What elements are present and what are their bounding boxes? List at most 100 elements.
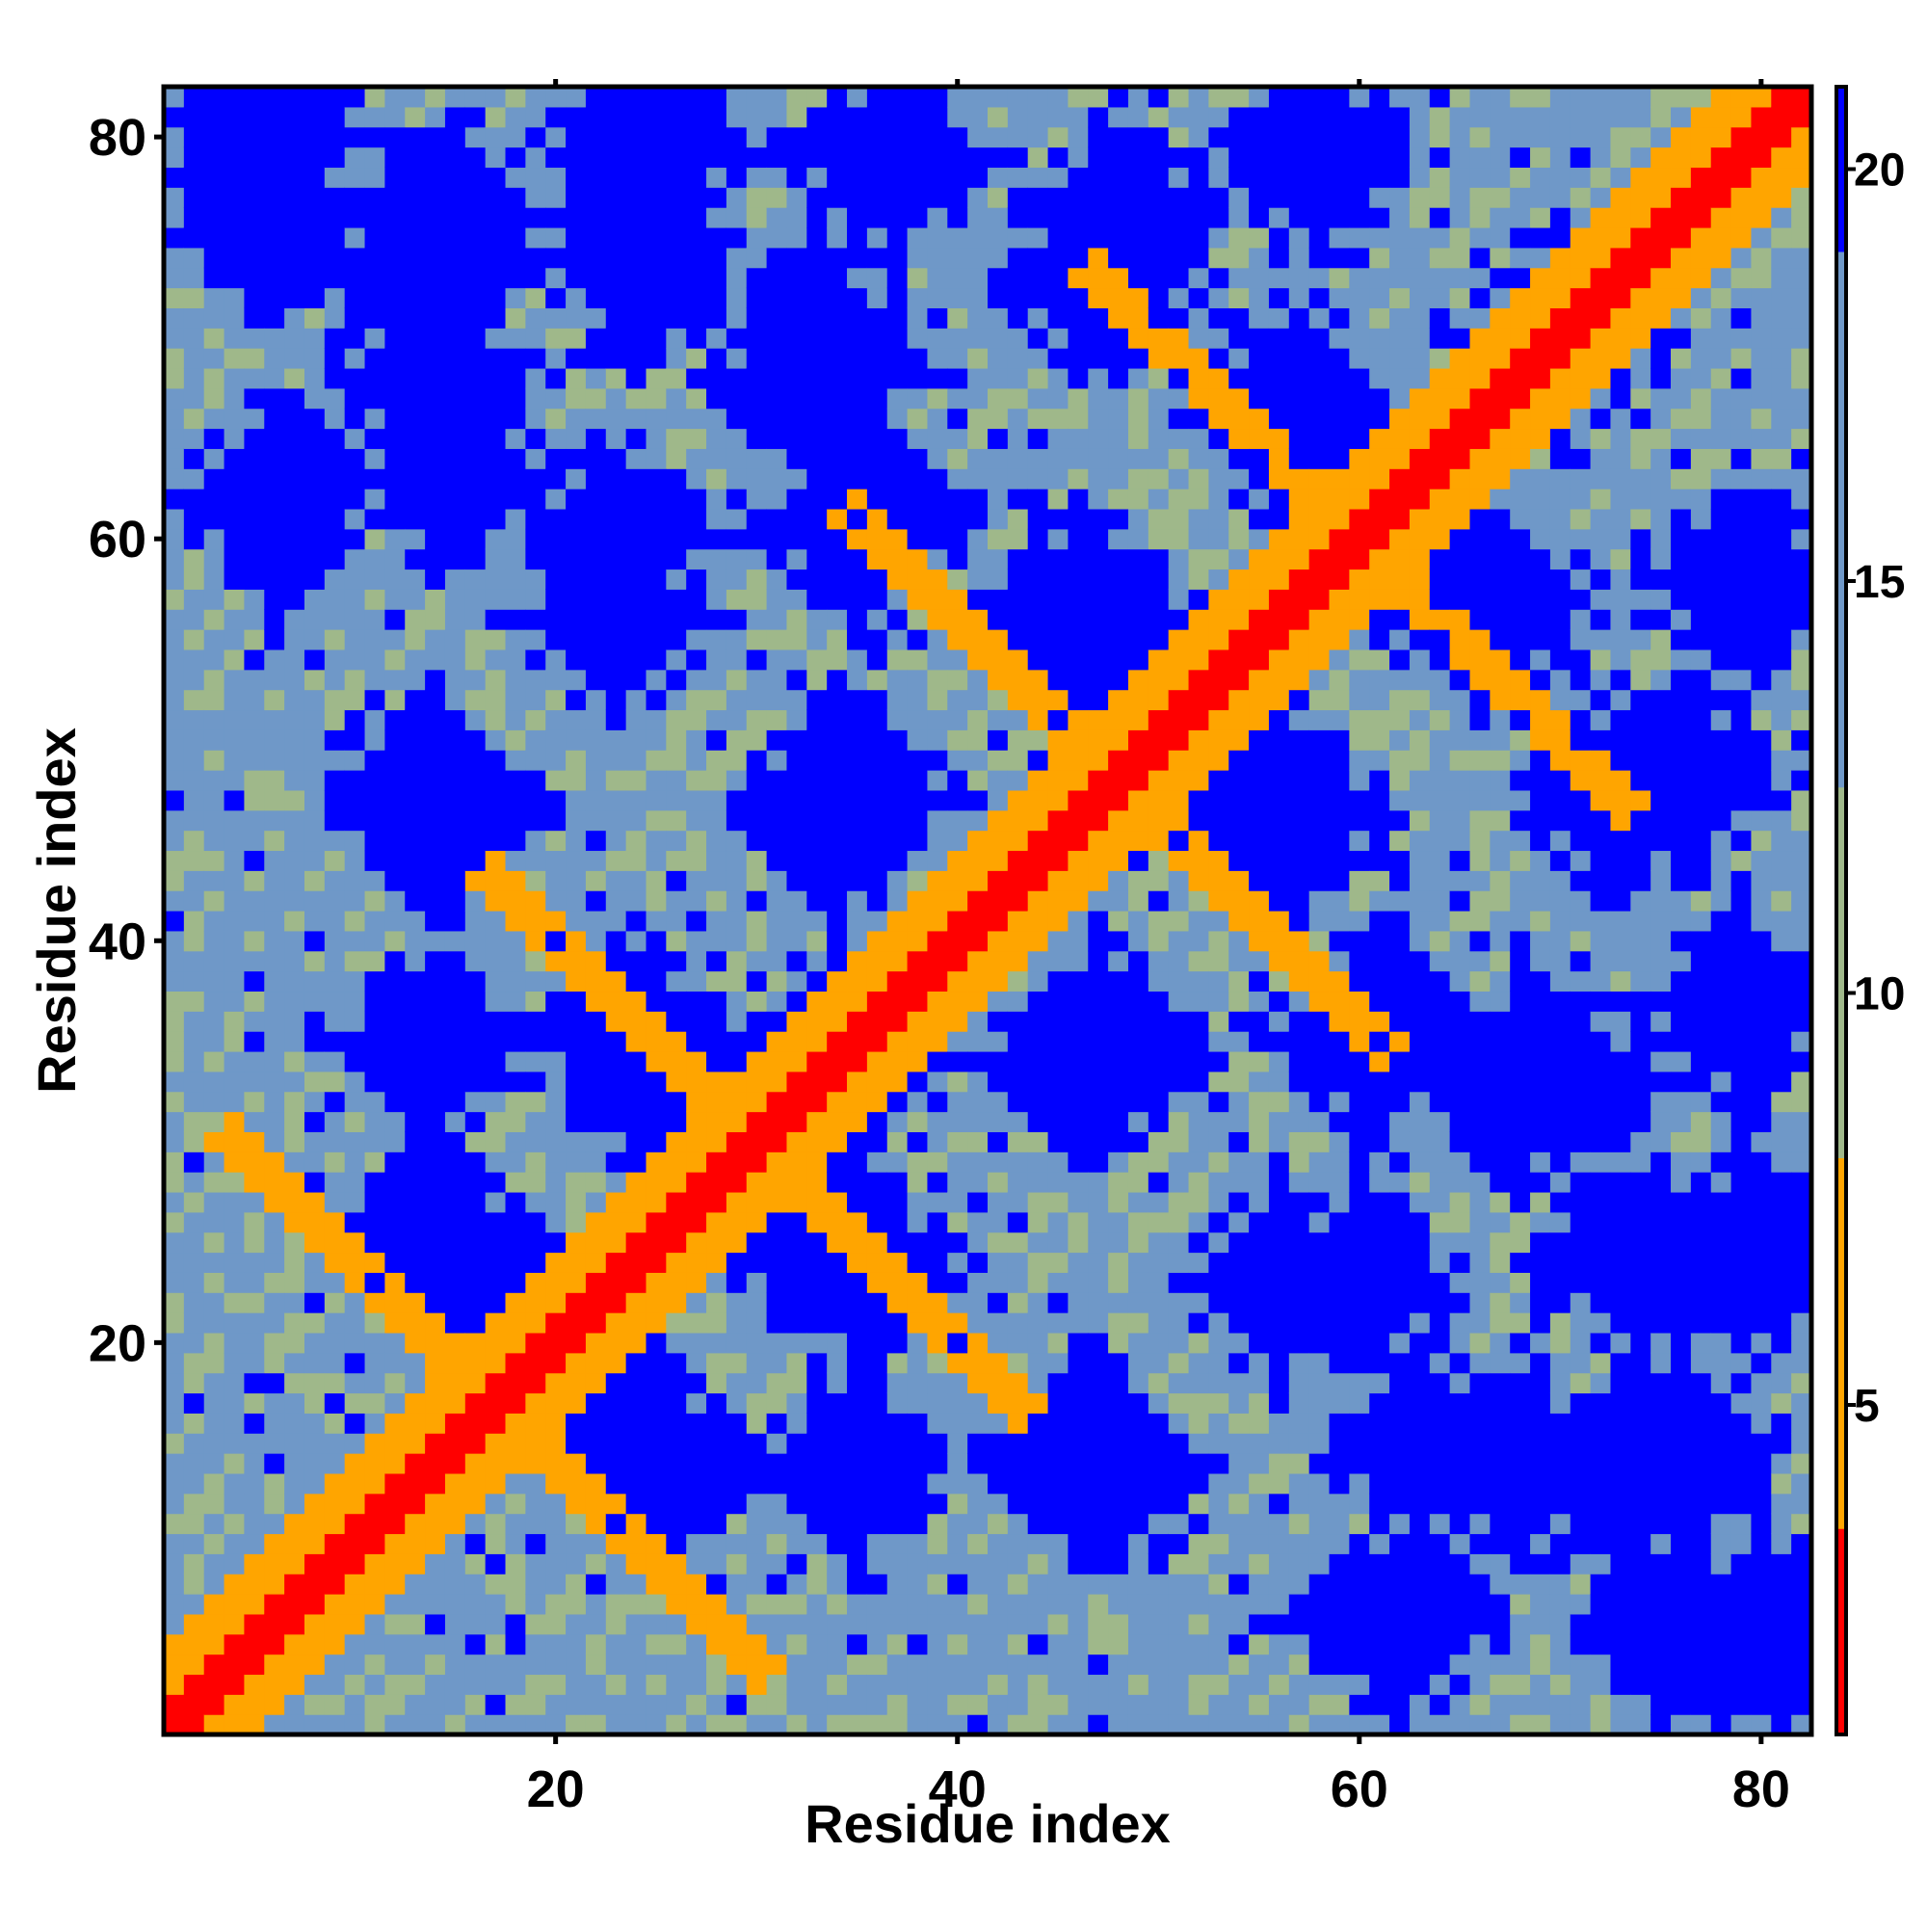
- heatmap-cell: [545, 1694, 567, 1715]
- heatmap-cell: [706, 247, 727, 269]
- heatmap-cell: [907, 1413, 929, 1434]
- heatmap-cell: [203, 669, 225, 691]
- heatmap-cell: [545, 489, 567, 510]
- heatmap-cell: [1188, 1231, 1209, 1254]
- heatmap-cell: [1027, 870, 1049, 891]
- heatmap-cell: [988, 1472, 1009, 1495]
- heatmap-cell: [686, 528, 707, 550]
- heatmap-cell: [344, 187, 366, 208]
- heatmap-cell: [244, 1091, 265, 1113]
- heatmap-cell: [1068, 508, 1089, 530]
- heatmap-cell: [425, 207, 446, 228]
- heatmap-cell: [1349, 1131, 1370, 1152]
- heatmap-cell: [766, 1011, 788, 1032]
- heatmap-cell: [525, 1433, 546, 1454]
- heatmap-cell: [947, 1071, 968, 1093]
- heatmap-cell: [1127, 1493, 1149, 1515]
- heatmap-cell: [605, 1513, 627, 1535]
- heatmap-cell: [1168, 1091, 1190, 1113]
- heatmap-cell: [244, 428, 265, 449]
- heatmap-cell: [164, 1352, 185, 1374]
- heatmap-cell: [183, 1533, 205, 1554]
- heatmap-cell: [625, 1071, 647, 1093]
- heatmap-cell: [1068, 1292, 1089, 1313]
- heatmap-cell: [1168, 1011, 1190, 1032]
- heatmap-cell: [746, 187, 768, 208]
- heatmap-cell: [686, 589, 707, 610]
- heatmap-cell: [625, 167, 647, 188]
- heatmap-cell: [505, 146, 526, 169]
- heatmap-cell: [525, 489, 546, 510]
- heatmap-cell: [1308, 729, 1331, 751]
- heatmap-cell: [646, 950, 667, 972]
- heatmap-cell: [464, 569, 487, 590]
- heatmap-cell: [726, 1191, 748, 1213]
- heatmap-cell: [1108, 789, 1129, 811]
- heatmap-cell: [1068, 1613, 1089, 1635]
- heatmap-cell: [766, 1031, 788, 1052]
- heatmap-cell: [706, 106, 727, 128]
- heatmap-cell: [1148, 1372, 1170, 1394]
- heatmap-cell: [1127, 629, 1149, 650]
- heatmap-cell: [666, 569, 687, 590]
- heatmap-cell: [1088, 709, 1109, 730]
- heatmap-cell: [1027, 669, 1049, 691]
- heatmap-cell: [1168, 468, 1190, 490]
- heatmap-cell: [1047, 669, 1069, 691]
- heatmap-cell: [244, 850, 265, 871]
- heatmap-cell: [1369, 729, 1390, 751]
- heatmap-cell: [1329, 689, 1350, 711]
- heatmap-cell: [1249, 1613, 1270, 1635]
- heatmap-cell: [1088, 1613, 1109, 1635]
- heatmap-cell: [706, 609, 727, 630]
- heatmap-cell: [1228, 508, 1250, 530]
- heatmap-cell: [1007, 287, 1029, 308]
- heatmap-cell: [1228, 729, 1250, 751]
- heatmap-cell: [464, 629, 487, 650]
- heatmap-cell: [224, 1493, 246, 1515]
- heatmap-cell: [464, 448, 487, 469]
- heatmap-cell: [766, 348, 788, 369]
- heatmap-cell: [464, 387, 487, 410]
- heatmap-cell: [1108, 307, 1129, 329]
- heatmap-cell: [1068, 1071, 1089, 1093]
- heatmap-cell: [1249, 970, 1270, 992]
- heatmap-cell: [1188, 950, 1209, 972]
- heatmap-cell: [1228, 1312, 1250, 1334]
- heatmap-cell: [405, 508, 426, 530]
- heatmap-cell: [646, 489, 667, 510]
- heatmap-cell: [203, 1553, 225, 1575]
- heatmap-cell: [1349, 307, 1370, 329]
- heatmap-cell: [364, 247, 385, 269]
- heatmap-cell: [1108, 1674, 1129, 1695]
- heatmap-cell: [364, 548, 385, 570]
- heatmap-cell: [866, 1312, 888, 1334]
- heatmap-cell: [726, 448, 748, 469]
- heatmap-cell: [1068, 106, 1089, 128]
- heatmap-cell: [1047, 930, 1069, 952]
- heatmap-cell: [264, 1191, 285, 1213]
- heatmap-cell: [605, 830, 627, 852]
- heatmap-cell: [1108, 489, 1129, 510]
- heatmap-cell: [1228, 1011, 1250, 1032]
- heatmap-cell: [566, 1574, 587, 1595]
- heatmap-cell: [264, 950, 285, 972]
- heatmap-cell: [183, 1694, 205, 1715]
- heatmap-cell: [746, 770, 768, 791]
- heatmap-cell: [1148, 1050, 1170, 1072]
- heatmap-cell: [464, 1513, 487, 1535]
- heatmap-cell: [1108, 1372, 1129, 1394]
- heatmap-cell: [1007, 146, 1029, 169]
- heatmap-cell: [967, 870, 989, 891]
- heatmap-cell: [1127, 207, 1149, 228]
- heatmap-cell: [766, 1372, 788, 1394]
- heatmap-cell: [324, 1594, 346, 1615]
- heatmap-cell: [927, 1091, 948, 1113]
- heatmap-cell: [766, 1071, 788, 1093]
- heatmap-cell: [706, 689, 727, 711]
- heatmap-cell: [1268, 709, 1290, 730]
- heatmap-cell: [183, 1714, 205, 1735]
- heatmap-cell: [1148, 1151, 1170, 1173]
- heatmap-cell: [464, 367, 487, 389]
- heatmap-cell: [1088, 1011, 1109, 1032]
